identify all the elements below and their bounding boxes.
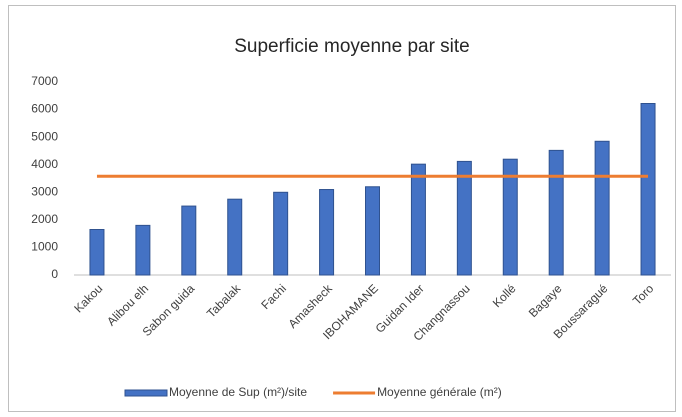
y-tick-label: 4000: [31, 157, 58, 171]
bar: [640, 103, 656, 276]
bar: [502, 158, 518, 276]
bar: [89, 229, 105, 276]
y-tick-label: 7000: [31, 74, 58, 88]
bar: [548, 149, 564, 276]
y-tick-label: 6000: [31, 102, 58, 116]
y-tick-label: 3000: [31, 184, 58, 198]
bar: [319, 189, 335, 276]
y-tick-label: 1000: [31, 240, 58, 254]
bar: [227, 198, 243, 276]
y-tick-label: 2000: [31, 212, 58, 226]
bar: [456, 160, 472, 276]
bar: [181, 205, 197, 276]
chart-title: Superficie moyenne par site: [234, 36, 470, 57]
legend-label: Moyenne générale (m²): [377, 385, 502, 399]
bar: [273, 191, 289, 276]
legend-label: Moyenne de Sup (m²)/site: [169, 385, 307, 399]
bar: [410, 163, 426, 276]
bar: [594, 140, 610, 276]
legend-swatch: [124, 389, 168, 397]
y-tick-label: 0: [51, 267, 58, 281]
y-tick-label: 5000: [31, 129, 58, 143]
bar: [135, 224, 151, 276]
bar: [365, 186, 380, 276]
chart-frame: [8, 5, 676, 412]
